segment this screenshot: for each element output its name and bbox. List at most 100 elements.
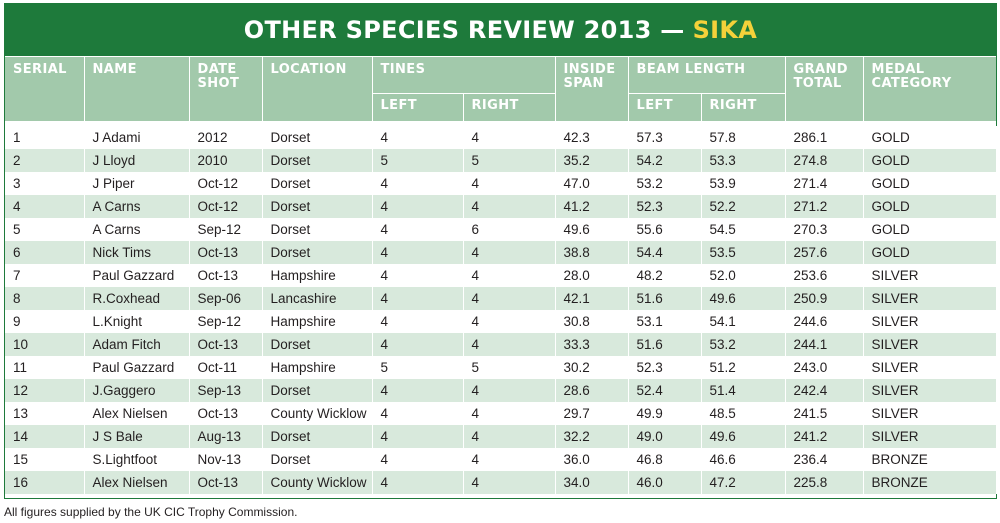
tines-right-cell: 5 [463,149,556,172]
location-cell: Dorset [262,379,373,402]
beam-right-cell: 49.6 [701,425,786,448]
table-row: 13 Alex Nielsen Oct-13 County Wicklow 4 4 29.7… [5,402,997,425]
medal-category-cell: SILVER [863,333,997,356]
inside-span-cell: 28.6 [555,379,629,402]
beam-right-cell: 49.6 [701,287,786,310]
tines-left-cell: 4 [372,195,464,218]
header-inside-span: INSIDE SPAN [555,57,629,122]
beam-left-cell: 54.2 [628,149,702,172]
tines-left-cell: 4 [372,241,464,264]
grand-total-cell: 271.2 [785,195,864,218]
tines-right-cell: 4 [463,126,556,149]
tines-left-cell: 4 [372,310,464,333]
serial-cell: 13 [5,402,85,425]
inside-span-cell: 41.2 [555,195,629,218]
table-row: 6 Nick Tims Oct-13 Dorset 4 4 38.8 54.4 53.5 257.… [5,241,997,264]
date-shot-cell: 2010 [189,149,263,172]
species-title: SIKA [692,15,758,44]
tines-left-cell: 4 [372,218,464,241]
tines-left-cell: 4 [372,425,464,448]
date-shot-cell: Sep-13 [189,379,263,402]
tines-left-cell: 4 [372,126,464,149]
header-beam-length: BEAM LENGTH [628,57,786,94]
medal-category-cell: BRONZE [863,448,997,471]
serial-cell: 2 [5,149,85,172]
date-shot-cell: Nov-13 [189,448,263,471]
header-grand-total: GRAND TOTAL [785,57,864,122]
date-shot-cell: Sep-12 [189,310,263,333]
grand-total-cell: 244.1 [785,333,864,356]
inside-span-cell: 29.7 [555,402,629,425]
grand-total-cell: 236.4 [785,448,864,471]
tines-right-cell: 4 [463,333,556,356]
date-shot-cell: Oct-12 [189,195,263,218]
medal-category-cell: GOLD [863,195,997,218]
grand-total-cell: 257.6 [785,241,864,264]
name-cell: J.Gaggero [84,379,190,402]
name-cell: A Carns [84,218,190,241]
beam-right-cell: 46.6 [701,448,786,471]
inside-span-cell: 35.2 [555,149,629,172]
tines-right-cell: 4 [463,379,556,402]
results-table: SERIAL NAME DATE SHOT LOCATION TINES INSI… [5,57,997,494]
grand-total-cell: 274.8 [785,149,864,172]
location-cell: Dorset [262,172,373,195]
date-shot-cell: 2012 [189,126,263,149]
tines-right-cell: 4 [463,471,556,494]
tines-right-cell: 5 [463,356,556,379]
title-banner: OTHER SPECIES REVIEW 2013 — SIKA [4,3,997,56]
medal-category-cell: SILVER [863,287,997,310]
tines-right-cell: 4 [463,172,556,195]
date-shot-cell: Oct-12 [189,172,263,195]
beam-left-cell: 53.2 [628,172,702,195]
tines-right-cell: 4 [463,241,556,264]
date-shot-cell: Oct-13 [189,402,263,425]
beam-right-cell: 51.2 [701,356,786,379]
date-shot-cell: Oct-11 [189,356,263,379]
inside-span-cell: 42.1 [555,287,629,310]
tines-left-cell: 4 [372,379,464,402]
header-tines-left: LEFT [372,93,464,122]
beam-left-cell: 53.1 [628,310,702,333]
footnote: All figures supplied by the UK CIC Troph… [4,505,298,519]
serial-cell: 4 [5,195,85,218]
table-row: 16 Alex Nielsen Oct-13 County Wicklow 4 4 34.0… [5,471,997,494]
location-cell: Dorset [262,333,373,356]
table-row: 11 Paul Gazzard Oct-11 Hampshire 5 5 30.2 52.3 5… [5,356,997,379]
serial-cell: 12 [5,379,85,402]
tines-right-cell: 4 [463,402,556,425]
inside-span-cell: 28.0 [555,264,629,287]
header-name: NAME [84,57,190,122]
medal-category-cell: SILVER [863,310,997,333]
inside-span-cell: 42.3 [555,126,629,149]
beam-left-cell: 48.2 [628,264,702,287]
name-cell: L.Knight [84,310,190,333]
inside-span-cell: 30.2 [555,356,629,379]
header-beam-left: LEFT [628,93,702,122]
inside-span-cell: 30.8 [555,310,629,333]
name-cell: R.Coxhead [84,287,190,310]
header-medal-category: MEDAL CATEGORY [863,57,997,122]
location-cell: Hampshire [262,264,373,287]
date-shot-cell: Oct-13 [189,333,263,356]
grand-total-cell: 241.5 [785,402,864,425]
inside-span-cell: 47.0 [555,172,629,195]
inside-span-cell: 32.2 [555,425,629,448]
header-date-shot: DATE SHOT [189,57,263,122]
medal-category-cell: GOLD [863,172,997,195]
header-serial: SERIAL [5,57,85,122]
beam-right-cell: 53.2 [701,333,786,356]
serial-cell: 7 [5,264,85,287]
date-shot-cell: Oct-13 [189,471,263,494]
medal-category-cell: GOLD [863,218,997,241]
grand-total-cell: 244.6 [785,310,864,333]
location-cell: Dorset [262,149,373,172]
grand-total-cell: 243.0 [785,356,864,379]
beam-left-cell: 52.3 [628,356,702,379]
tines-left-cell: 4 [372,172,464,195]
tines-left-cell: 4 [372,287,464,310]
serial-cell: 1 [5,126,85,149]
